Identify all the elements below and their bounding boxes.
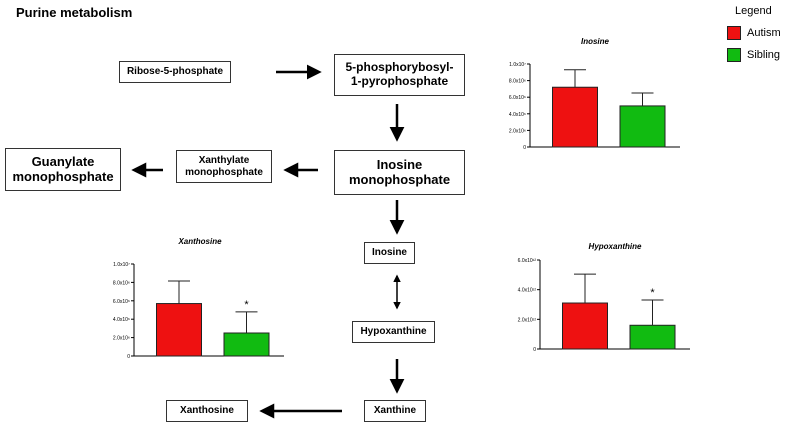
node-prpp: 5-phosphorybosyl- 1-pyrophosphate <box>334 54 465 96</box>
legend-label-sibling: Sibling <box>747 49 781 61</box>
y-tick-label: 2.0x10¹² <box>518 317 537 323</box>
node-xanthosine: Xanthosine <box>166 400 248 422</box>
y-tick-label: 2.0x10⁶ <box>509 128 526 134</box>
node-xanthylate-monophosphate: Xanthylate monophosphate <box>176 150 272 183</box>
significance-marker: * <box>650 287 655 299</box>
legend-item-autism: Autism <box>727 26 781 40</box>
autism-swatch <box>727 26 741 40</box>
legend-item-sibling: Sibling <box>727 48 780 62</box>
sibling-swatch <box>727 48 741 62</box>
significance-marker: * <box>244 299 249 311</box>
y-tick-label: 4.0x10¹² <box>518 288 537 294</box>
legend-title: Legend <box>735 5 772 17</box>
bar-autism <box>156 303 202 357</box>
y-tick-label: 8.0x10⁶ <box>113 280 130 286</box>
y-tick-label: 2.0x10⁶ <box>113 336 130 342</box>
chart-title: Hypoxanthine <box>589 242 642 251</box>
bar-autism <box>552 86 598 148</box>
chart-title: Xanthosine <box>177 237 222 246</box>
node-ribose-5-phosphate: Ribose-5-phosphate <box>119 61 231 83</box>
legend-label-autism: Autism <box>747 27 781 39</box>
bar-sibling <box>629 324 676 350</box>
page-title: Purine metabolism <box>16 5 133 20</box>
y-tick-label: 0 <box>533 347 536 353</box>
node-guanylate-monophosphate: Guanylate monophosphate <box>5 148 121 191</box>
bar-sibling <box>619 105 666 148</box>
y-tick-label: 1.0x10⁷ <box>113 262 130 268</box>
node-inosine-monophosphate: Inosine monophosphate <box>334 150 465 195</box>
y-tick-label: 6.0x10⁶ <box>113 299 130 305</box>
node-inosine: Inosine <box>364 242 415 264</box>
node-hypoxanthine: Hypoxanthine <box>352 321 435 343</box>
y-tick-label: 0 <box>523 145 526 151</box>
y-tick-label: 8.0x10⁶ <box>509 79 526 85</box>
y-tick-label: 0 <box>127 354 130 360</box>
y-tick-label: 6.0x10⁶ <box>509 95 526 101</box>
bar-autism <box>562 302 608 350</box>
chart-title: Inosine <box>581 37 610 46</box>
node-xanthine: Xanthine <box>364 400 426 422</box>
y-tick-label: 4.0x10⁶ <box>113 317 130 323</box>
y-tick-label: 6.0x10¹² <box>518 258 537 264</box>
y-tick-label: 1.0x10⁷ <box>509 62 526 68</box>
y-tick-label: 4.0x10⁶ <box>509 112 526 118</box>
